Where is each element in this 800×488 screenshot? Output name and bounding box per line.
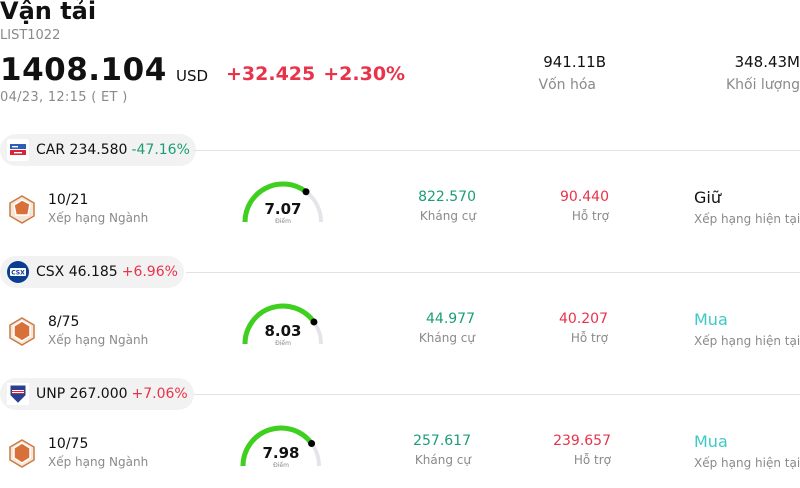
svg-text:CSX: CSX <box>11 270 25 277</box>
stock-row-unp: 10/75 Xếp hạng Ngành 7.98 Điểm 257.617 K… <box>0 424 800 488</box>
stock-symbol: CAR <box>36 142 66 158</box>
current-rating: Mua <box>694 432 728 451</box>
volume-label: Khối lượng <box>725 77 800 93</box>
current-rating-label: Xếp hạng hiện tại <box>694 334 800 348</box>
stock-price: 234.580 <box>69 142 128 158</box>
stock-change: +6.96% <box>121 264 178 280</box>
sector-rank: 10/75 <box>48 436 89 452</box>
sector-rank-badge-icon <box>9 317 35 346</box>
market-cap-value: 941.11B <box>543 53 606 71</box>
stock-pill[interactable]: CAR 234.580 -47.16% <box>0 134 196 166</box>
index-code: LIST1022 <box>0 28 61 43</box>
currency-label: USD <box>176 67 209 85</box>
timestamp: 04/23, 12:15 ( ET ) <box>0 90 128 105</box>
union-pacific-logo <box>7 383 29 405</box>
support-value: 239.657 <box>553 433 611 449</box>
divider <box>186 272 800 273</box>
gauge-marker <box>308 439 316 447</box>
price-change: +32.425 +2.30% <box>226 63 405 85</box>
resistance-label: Kháng cự <box>414 453 471 467</box>
support-label: Hỗ trợ <box>571 209 609 223</box>
gauge-fill <box>240 425 314 467</box>
sector-rank-badge-icon <box>9 439 35 468</box>
sector-rank-label: Xếp hạng Ngành <box>48 333 149 347</box>
volume-value: 348.43M <box>734 53 800 71</box>
stock-row-car: 10/21 Xếp hạng Ngành 7.07 Điểm 822.570 K… <box>0 180 800 250</box>
score-label: Điểm <box>275 218 291 225</box>
stock-row-csx: 8/75 Xếp hạng Ngành 8.03 Điểm 44.977 Khá… <box>0 302 800 372</box>
support-label: Hỗ trợ <box>573 453 611 467</box>
stock-change: +7.06% <box>131 386 188 402</box>
stock-symbol: UNP <box>36 386 66 402</box>
change-percent: +2.30% <box>323 63 406 85</box>
change-absolute: +32.425 <box>226 63 316 85</box>
index-price: 1408.104 <box>0 52 167 88</box>
score-gauge <box>242 303 323 345</box>
score-value: 8.03 <box>264 322 302 340</box>
avis-budget-logo <box>7 139 29 161</box>
stock-change: -47.16% <box>131 142 190 158</box>
sector-rank-badge-icon <box>9 195 35 224</box>
sector-rank: 8/75 <box>48 314 80 330</box>
stock-header-car[interactable]: CAR 234.580 -47.16% <box>0 134 196 166</box>
score-gauge <box>242 181 323 223</box>
support-value: 40.207 <box>559 311 608 327</box>
stock-price: 267.000 <box>69 386 128 402</box>
current-rating-label: Xếp hạng hiện tại <box>694 456 800 470</box>
stock-header-csx[interactable]: CSX CSX 46.185 +6.96% <box>0 256 184 288</box>
sector-rank-label: Xếp hạng Ngành <box>48 211 149 225</box>
support-value: 90.440 <box>560 189 609 205</box>
csx-logo: CSX <box>7 261 29 283</box>
page-title: Vận tải <box>0 0 97 25</box>
resistance-label: Kháng cự <box>418 331 475 345</box>
current-rating: Giữ <box>694 188 721 207</box>
resistance-value: 822.570 <box>418 189 476 205</box>
stock-pill[interactable]: CSX CSX 46.185 +6.96% <box>0 256 184 288</box>
resistance-label: Kháng cự <box>419 209 476 223</box>
market-cap-label: Vốn hóa <box>538 77 596 93</box>
gauge-marker <box>310 318 318 326</box>
sector-rank-label: Xếp hạng Ngành <box>48 455 149 469</box>
stock-pill[interactable]: UNP 267.000 +7.06% <box>0 378 194 410</box>
stock-price: 46.185 <box>68 264 118 280</box>
sector-rank: 10/21 <box>48 192 89 208</box>
score-value: 7.98 <box>262 444 300 462</box>
gauge-marker <box>302 188 310 196</box>
gauge-fill <box>242 303 316 345</box>
stock-header-unp[interactable]: UNP 267.000 +7.06% <box>0 378 194 410</box>
score-gauge <box>240 425 321 467</box>
stock-symbol: CSX <box>36 264 65 280</box>
divider <box>194 394 800 395</box>
divider <box>194 150 800 151</box>
resistance-value: 257.617 <box>413 433 471 449</box>
resistance-value: 44.977 <box>426 311 475 327</box>
score-value: 7.07 <box>264 200 302 218</box>
current-rating: Mua <box>694 310 728 329</box>
gauge-fill <box>242 181 308 223</box>
score-label: Điểm <box>273 462 289 469</box>
support-label: Hỗ trợ <box>570 331 608 345</box>
current-rating-label: Xếp hạng hiện tại <box>694 212 800 226</box>
score-label: Điểm <box>275 340 291 347</box>
